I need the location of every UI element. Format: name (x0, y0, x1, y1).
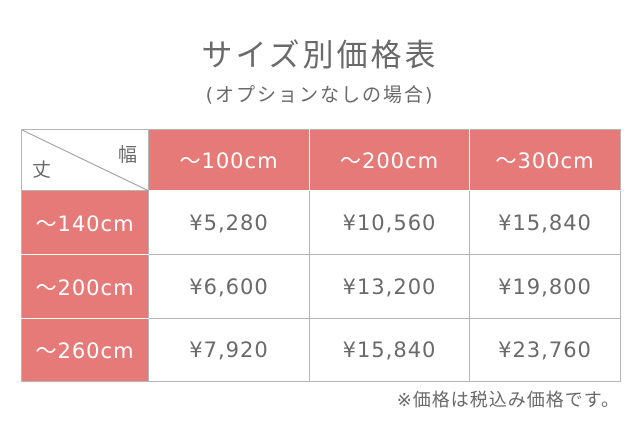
header-row: 幅 丈 ～100cm ～200cm ～300cm (21, 129, 621, 191)
table-row: ～200cm ¥6,600 ¥13,200 ¥19,800 (21, 254, 621, 319)
height-label: 丈 (32, 159, 53, 181)
corner-cell: 幅 丈 (21, 129, 149, 191)
price-cell: ¥6,600 (148, 254, 310, 319)
page-title: サイズ別価格表 (201, 38, 439, 74)
price-table: 幅 丈 ～100cm ～200cm ～300cm ～140cm ¥5,280 ¥… (21, 129, 621, 382)
row-header: ～140cm (21, 190, 149, 255)
price-cell: ¥5,280 (148, 190, 310, 255)
price-cell: ¥23,760 (469, 318, 621, 382)
table-row: ～260cm ¥7,920 ¥15,840 ¥23,760 (21, 318, 621, 382)
column-header: ～200cm (309, 129, 470, 191)
diagonal-divider (22, 130, 149, 191)
row-header: ～260cm (21, 318, 149, 382)
price-cell: ¥7,920 (148, 318, 310, 382)
table-row: ～140cm ¥5,280 ¥10,560 ¥15,840 (21, 190, 621, 255)
price-cell: ¥19,800 (469, 254, 621, 319)
column-header: ～100cm (148, 129, 310, 191)
price-cell: ¥10,560 (309, 190, 470, 255)
row-header: ～200cm (21, 254, 149, 319)
price-cell: ¥13,200 (309, 254, 470, 319)
page-subtitle: (オプションなしの場合) (205, 84, 435, 106)
price-cell: ¥15,840 (309, 318, 470, 382)
width-label: 幅 (117, 144, 138, 166)
price-cell: ¥15,840 (469, 190, 621, 255)
tax-note: ※価格は税込み価格です。 (396, 390, 620, 411)
column-header: ～300cm (469, 129, 621, 191)
